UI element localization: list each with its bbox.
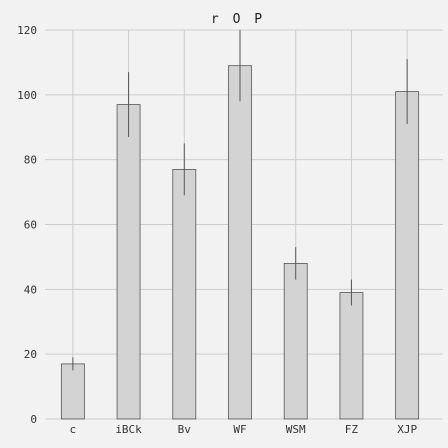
x-tick-label-XJP: XJP xyxy=(397,423,417,436)
x-tick-label-c: c xyxy=(70,423,77,436)
error-bar-layer xyxy=(72,30,408,371)
y-tick-label: 0 xyxy=(30,413,37,426)
bar-layer xyxy=(60,65,420,420)
y-tick-label: 100 xyxy=(17,89,37,102)
y-tick-label: 60 xyxy=(24,219,37,232)
bar-XJP xyxy=(395,91,420,420)
chart-title: r O P xyxy=(211,12,265,27)
y-tick-label: 20 xyxy=(24,348,37,361)
x-tick-labels: c iBCk Bv WF WSM FZ XJP xyxy=(70,423,418,436)
x-tick-label-Bv: Bv xyxy=(178,423,192,436)
bar-c xyxy=(60,363,85,420)
x-tick-label-WSM: WSM xyxy=(286,423,306,436)
bar-WSM xyxy=(283,262,308,420)
bar-Bv xyxy=(172,168,197,420)
bar-FZ xyxy=(339,292,364,420)
y-tick-labels: 0 20 40 60 80 100 120 xyxy=(17,24,37,426)
x-tick-label-iBCk: iBCk xyxy=(115,423,142,436)
bar-iBCk xyxy=(116,104,141,420)
y-tick-label: 120 xyxy=(17,24,37,37)
x-tick-label-WF: WF xyxy=(233,423,246,436)
x-tick-label-FZ: FZ xyxy=(345,423,359,436)
bar-WF xyxy=(228,65,252,420)
y-tick-label: 80 xyxy=(24,154,37,167)
y-tick-label: 40 xyxy=(24,283,37,296)
